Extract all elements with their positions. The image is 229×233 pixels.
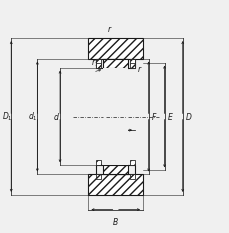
Polygon shape	[103, 116, 128, 165]
Text: $B_3$: $B_3$	[112, 137, 123, 149]
Text: $r_1$: $r_1$	[91, 57, 99, 69]
Polygon shape	[96, 63, 101, 68]
Polygon shape	[103, 68, 128, 116]
Text: $B$: $B$	[112, 216, 119, 227]
Polygon shape	[96, 58, 134, 68]
Polygon shape	[88, 175, 142, 195]
Polygon shape	[129, 58, 134, 64]
Polygon shape	[129, 175, 134, 179]
Polygon shape	[103, 58, 128, 68]
Polygon shape	[88, 38, 142, 58]
Text: $d_1$: $d_1$	[28, 110, 38, 123]
Polygon shape	[103, 165, 128, 175]
Polygon shape	[96, 58, 101, 64]
Text: $D_1$: $D_1$	[2, 110, 12, 123]
Text: $d$: $d$	[52, 111, 59, 122]
Polygon shape	[96, 175, 101, 179]
Text: $r$: $r$	[137, 64, 142, 74]
Text: $E$: $E$	[166, 111, 173, 122]
Text: $F$: $F$	[151, 111, 157, 122]
Text: $D$: $D$	[185, 111, 192, 122]
Text: $r$: $r$	[107, 24, 112, 34]
Polygon shape	[96, 165, 134, 175]
Polygon shape	[129, 63, 134, 68]
Polygon shape	[96, 160, 101, 165]
Polygon shape	[129, 160, 134, 165]
